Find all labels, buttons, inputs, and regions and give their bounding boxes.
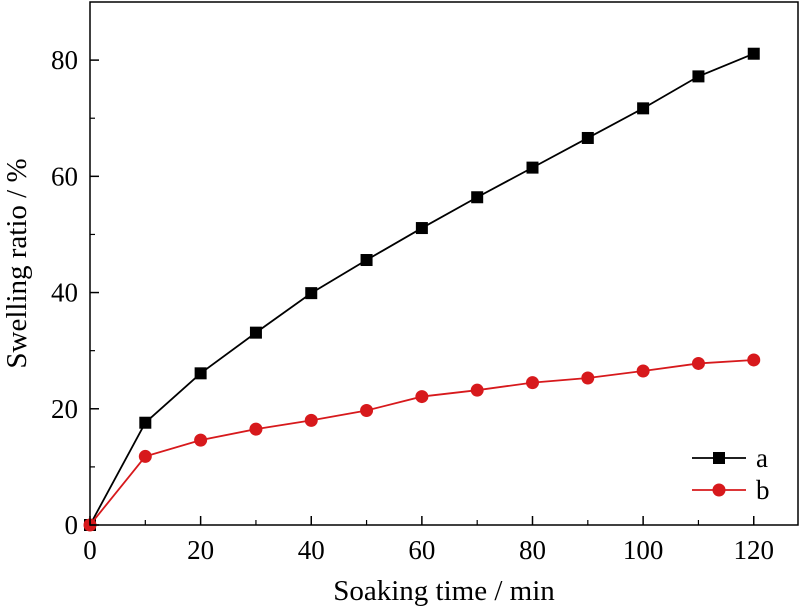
y-tick-label: 0 [65, 510, 79, 540]
plot-frame [89, 1, 799, 526]
x-tick-label: 40 [298, 535, 325, 565]
plot-area [83, 47, 761, 532]
data-point-b [526, 376, 539, 390]
x-tick-label: 0 [83, 535, 97, 565]
y-tick-label: 20 [51, 394, 78, 424]
legend-marker-b [712, 483, 726, 497]
data-point-a [526, 161, 539, 174]
y-tick-label: 80 [51, 45, 78, 75]
y-tick-label: 40 [51, 278, 78, 308]
legend-label-b: b [756, 475, 770, 505]
x-tick-label: 20 [187, 535, 214, 565]
data-point-a [194, 367, 207, 380]
series-line-b [89, 359, 754, 526]
data-point-b [747, 353, 761, 367]
data-point-b [470, 383, 484, 397]
data-point-b [691, 356, 705, 370]
data-point-a [360, 254, 373, 267]
x-tick-label: 100 [623, 535, 664, 565]
data-point-b [415, 390, 429, 404]
y-tick-label: 60 [51, 161, 78, 191]
axes: 0 20 40 60 80 100 120 0 20 40 60 80 [51, 1, 799, 565]
data-point-a [305, 287, 318, 300]
data-point-b [636, 364, 650, 378]
x-tick-label: 80 [519, 535, 546, 565]
data-point-a [415, 222, 428, 235]
data-point-a [249, 326, 262, 339]
series-line-a [89, 52, 755, 526]
data-point-a [139, 416, 152, 429]
legend-marker-a [713, 452, 725, 464]
data-point-a [581, 131, 594, 144]
data-point-a [692, 70, 705, 83]
legend-label-a: a [756, 443, 768, 473]
data-point-b [194, 433, 208, 447]
data-point-a [747, 47, 760, 60]
data-point-b [360, 404, 374, 418]
data-point-a [637, 102, 650, 115]
data-point-b [581, 371, 595, 385]
data-point-b [138, 449, 152, 463]
x-tick-label: 120 [734, 535, 775, 565]
x-axis-title: Soaking time / min [333, 575, 555, 607]
y-axis-title: Swelling ratio / % [1, 158, 33, 368]
x-tick-label: 60 [408, 535, 435, 565]
data-point-b [249, 422, 263, 436]
data-point-b [304, 413, 318, 427]
legend: ab [692, 443, 770, 505]
data-point-a [471, 191, 484, 204]
